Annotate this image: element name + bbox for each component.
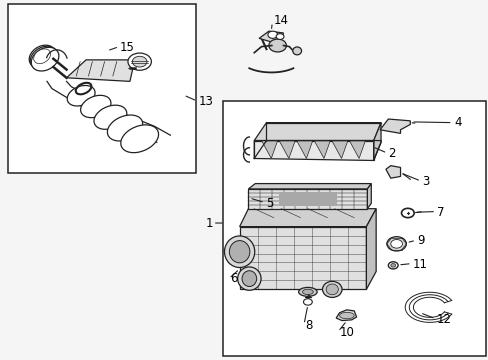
Text: 11: 11 xyxy=(412,258,427,271)
Text: 15: 15 xyxy=(120,41,135,54)
Text: 8: 8 xyxy=(305,319,312,332)
Circle shape xyxy=(276,34,284,40)
Ellipse shape xyxy=(34,49,50,64)
Circle shape xyxy=(390,264,395,267)
Ellipse shape xyxy=(132,56,147,67)
Ellipse shape xyxy=(302,289,313,294)
Ellipse shape xyxy=(31,47,59,71)
Ellipse shape xyxy=(81,95,111,118)
Ellipse shape xyxy=(237,267,261,290)
Polygon shape xyxy=(385,166,400,178)
Ellipse shape xyxy=(29,45,55,67)
Ellipse shape xyxy=(322,281,341,297)
Polygon shape xyxy=(331,140,347,158)
Polygon shape xyxy=(239,209,375,226)
Text: 6: 6 xyxy=(229,272,237,285)
Polygon shape xyxy=(254,123,380,140)
Ellipse shape xyxy=(325,284,338,295)
Ellipse shape xyxy=(67,85,95,106)
Polygon shape xyxy=(261,140,277,158)
Polygon shape xyxy=(66,60,135,81)
Text: 12: 12 xyxy=(436,313,451,327)
Polygon shape xyxy=(296,140,312,158)
Bar xyxy=(222,101,485,356)
Ellipse shape xyxy=(242,271,256,287)
Circle shape xyxy=(387,262,397,269)
Bar xyxy=(8,4,195,173)
Circle shape xyxy=(390,239,402,248)
Ellipse shape xyxy=(128,53,151,70)
Polygon shape xyxy=(373,123,380,160)
Ellipse shape xyxy=(30,46,57,69)
Circle shape xyxy=(267,31,277,39)
Polygon shape xyxy=(259,31,283,42)
Circle shape xyxy=(401,208,413,218)
Text: 9: 9 xyxy=(417,234,424,247)
Ellipse shape xyxy=(107,115,142,141)
Ellipse shape xyxy=(298,287,317,296)
Polygon shape xyxy=(254,140,373,160)
Text: 2: 2 xyxy=(387,147,395,159)
Circle shape xyxy=(268,39,286,52)
Polygon shape xyxy=(248,189,366,209)
Text: 4: 4 xyxy=(453,116,461,129)
Circle shape xyxy=(303,299,312,305)
Text: 3: 3 xyxy=(422,175,429,188)
Ellipse shape xyxy=(292,47,301,55)
Text: 1: 1 xyxy=(205,216,212,230)
Polygon shape xyxy=(239,226,366,289)
Text: 7: 7 xyxy=(436,206,444,219)
Ellipse shape xyxy=(229,240,249,263)
Bar xyxy=(278,192,336,206)
Text: 10: 10 xyxy=(339,326,354,339)
Polygon shape xyxy=(379,119,409,134)
Polygon shape xyxy=(314,140,330,158)
Ellipse shape xyxy=(339,312,353,319)
Polygon shape xyxy=(335,310,356,320)
Polygon shape xyxy=(248,184,370,189)
Ellipse shape xyxy=(121,125,158,153)
Ellipse shape xyxy=(94,105,126,129)
Circle shape xyxy=(386,237,406,251)
Polygon shape xyxy=(366,184,370,209)
Text: 14: 14 xyxy=(273,14,288,27)
Polygon shape xyxy=(348,140,365,158)
Polygon shape xyxy=(279,140,295,158)
Ellipse shape xyxy=(224,236,254,267)
Text: 5: 5 xyxy=(266,197,273,210)
Polygon shape xyxy=(366,209,375,289)
Text: 13: 13 xyxy=(198,95,213,108)
